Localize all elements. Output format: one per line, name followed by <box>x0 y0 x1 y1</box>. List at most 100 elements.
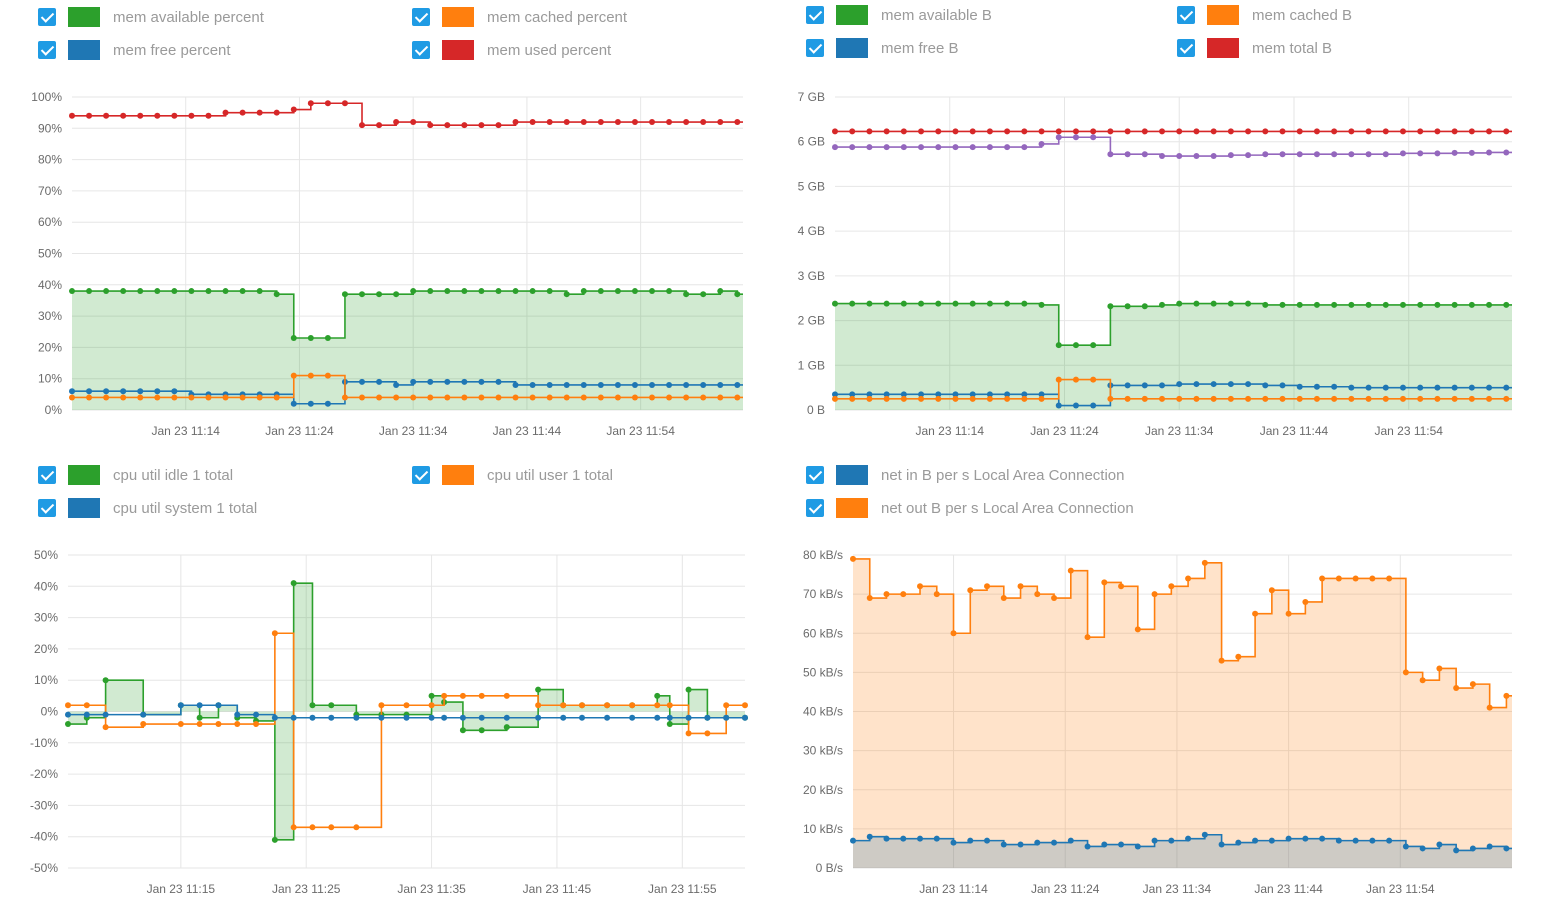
data-point <box>883 128 890 135</box>
data-point <box>1503 845 1510 852</box>
series-area <box>853 834 1512 868</box>
data-point <box>866 395 873 402</box>
checkbox-checked-icon[interactable] <box>38 499 56 517</box>
checkbox-checked-icon[interactable] <box>806 466 824 484</box>
data-point <box>1486 128 1493 135</box>
data-point <box>256 288 263 295</box>
data-point <box>1235 653 1242 660</box>
data-point <box>654 702 661 709</box>
data-point <box>546 394 553 401</box>
data-point <box>1451 128 1458 135</box>
data-point <box>1331 383 1338 390</box>
data-point <box>1101 841 1108 848</box>
legend-item-mem-available-b[interactable]: mem available B <box>806 5 992 25</box>
data-point <box>1159 382 1166 389</box>
checkbox-checked-icon[interactable] <box>38 8 56 26</box>
checkbox-checked-icon[interactable] <box>1177 39 1195 57</box>
x-tick-label: Jan 23 11:14 <box>919 882 988 896</box>
series-area <box>72 291 743 410</box>
data-point <box>86 388 93 395</box>
data-point <box>359 378 366 385</box>
data-point <box>1038 391 1045 398</box>
data-point <box>86 394 93 401</box>
legend-item-mem-cached-percent[interactable]: mem cached percent <box>412 7 627 27</box>
data-point <box>579 702 586 709</box>
data-point <box>849 144 856 151</box>
checkbox-checked-icon[interactable] <box>806 499 824 517</box>
data-point <box>649 119 656 126</box>
legend-item-mem-free-b[interactable]: mem free B <box>806 38 959 58</box>
data-point <box>986 395 993 402</box>
data-point <box>717 288 724 295</box>
data-point <box>1141 128 1148 135</box>
legend-item-cpu-system[interactable]: cpu util system 1 total <box>38 498 257 518</box>
data-point <box>83 702 90 709</box>
legend-item-mem-available-percent[interactable]: mem available percent <box>38 7 264 27</box>
data-point <box>196 702 203 709</box>
data-point <box>969 391 976 398</box>
series-3 <box>69 100 743 129</box>
data-point <box>403 714 410 721</box>
data-point <box>271 630 278 637</box>
checkbox-checked-icon[interactable] <box>806 6 824 24</box>
data-point <box>1038 395 1045 402</box>
data-point <box>986 144 993 151</box>
data-point <box>1417 150 1424 157</box>
legend-item-mem-free-percent[interactable]: mem free percent <box>38 40 231 60</box>
legend-item-mem-cached-b[interactable]: mem cached B <box>1177 5 1352 25</box>
checkbox-checked-icon[interactable] <box>412 8 430 26</box>
checkbox-checked-icon[interactable] <box>38 41 56 59</box>
data-point <box>1017 583 1024 590</box>
legend-item-net-in[interactable]: net in B per s Local Area Connection <box>806 465 1125 485</box>
data-point <box>1193 300 1200 307</box>
data-point <box>952 144 959 151</box>
x-tick-label: Jan 23 11:44 <box>1254 882 1323 896</box>
series-2 <box>69 372 743 401</box>
data-point <box>918 391 925 398</box>
data-point <box>393 119 400 126</box>
legend-item-mem-total-b[interactable]: mem total B <box>1177 38 1332 58</box>
data-point <box>324 372 331 379</box>
data-point <box>604 702 611 709</box>
data-point <box>700 394 707 401</box>
data-point <box>1419 845 1426 852</box>
data-point <box>1503 149 1510 156</box>
y-tick-label: 50% <box>34 548 58 562</box>
checkbox-checked-icon[interactable] <box>412 466 430 484</box>
data-point <box>290 580 297 587</box>
legend-label: mem total B <box>1252 39 1333 57</box>
data-point <box>883 300 890 307</box>
checkbox-checked-icon[interactable] <box>412 41 430 59</box>
legend-item-net-out[interactable]: net out B per s Local Area Connection <box>806 498 1134 518</box>
series-2 <box>832 376 1512 402</box>
legend-item-cpu-idle[interactable]: cpu util idle 1 total <box>38 465 233 485</box>
data-point <box>1134 843 1141 850</box>
checkbox-checked-icon[interactable] <box>1177 6 1195 24</box>
data-point <box>1124 395 1131 402</box>
data-point <box>734 291 741 298</box>
data-point <box>1262 382 1269 389</box>
data-point <box>717 394 724 401</box>
data-point <box>900 395 907 402</box>
legend-item-mem-used-percent[interactable]: mem used percent <box>412 40 611 60</box>
data-point <box>461 122 468 129</box>
data-point <box>1365 384 1372 391</box>
checkbox-checked-icon[interactable] <box>38 466 56 484</box>
data-point <box>529 119 536 126</box>
data-point <box>137 288 144 295</box>
data-point <box>700 119 707 126</box>
checkbox-checked-icon[interactable] <box>806 39 824 57</box>
data-point <box>1279 301 1286 308</box>
data-point <box>428 702 435 709</box>
data-point <box>65 721 71 728</box>
data-point <box>1124 151 1131 158</box>
legend-item-cpu-user[interactable]: cpu util user 1 total <box>412 465 613 485</box>
data-point <box>1107 128 1114 135</box>
data-point <box>918 128 925 135</box>
data-point <box>1176 153 1183 160</box>
data-point <box>1434 384 1441 391</box>
y-tick-label: 60% <box>38 215 62 229</box>
red-swatch <box>442 40 474 60</box>
data-point <box>1417 301 1424 308</box>
data-point <box>478 378 485 385</box>
